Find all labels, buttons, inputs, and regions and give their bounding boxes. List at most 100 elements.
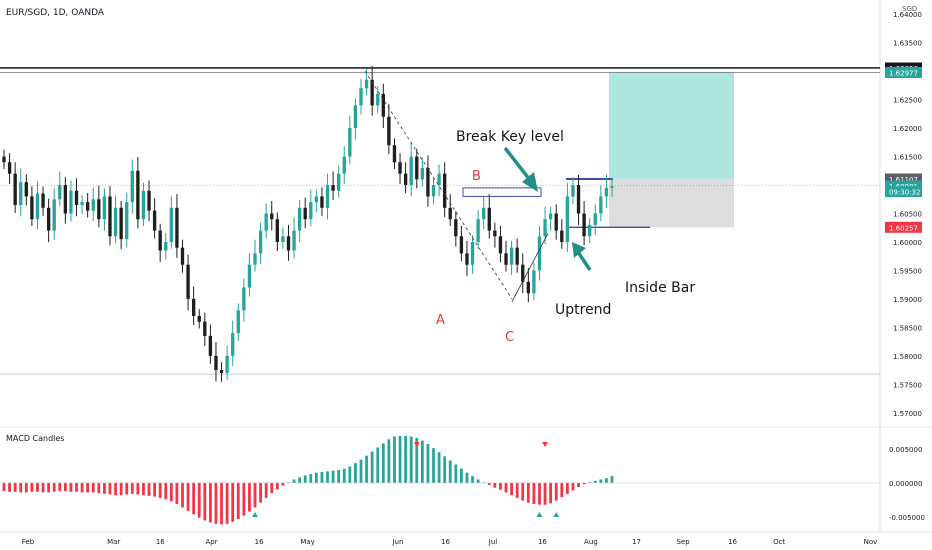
candle	[409, 142, 413, 197]
candle-body	[588, 224, 592, 237]
candle	[532, 262, 536, 301]
candle	[24, 174, 28, 206]
candle-body	[197, 315, 201, 322]
inside-bar-arrow-head	[572, 242, 586, 258]
stop-zone	[609, 178, 734, 228]
candle	[459, 226, 464, 262]
macd-pane-title: MACD Candles	[6, 434, 64, 443]
candle	[548, 206, 553, 231]
candle-body	[571, 185, 575, 197]
candle-body	[247, 264, 252, 288]
candle	[359, 79, 363, 115]
risk-reward-zones[interactable]	[609, 72, 734, 228]
candle-body	[119, 207, 123, 240]
candle	[493, 222, 497, 248]
candle-body	[353, 105, 358, 129]
candle	[270, 200, 274, 231]
price-axis-ticks: 1.64000 1.63500 1.62500 1.62000 1.61500 1.605…	[893, 11, 922, 418]
candle	[286, 224, 291, 261]
candle-body	[41, 193, 45, 208]
candle-body	[141, 190, 146, 220]
candle	[593, 204, 597, 236]
candle	[169, 196, 174, 249]
time-tick-label: Sep	[677, 538, 691, 546]
candle	[74, 178, 79, 217]
macd-tick-label: -0.005000	[889, 514, 925, 522]
price-tick-label: 1.58000	[893, 353, 922, 361]
time-tick-label: Aug	[584, 538, 598, 546]
candle-body	[180, 247, 185, 265]
candle	[125, 193, 129, 248]
candle-body	[270, 213, 274, 220]
candle	[297, 199, 302, 242]
candle	[41, 186, 45, 216]
price-badge-bg	[885, 173, 922, 185]
candle-body	[253, 253, 257, 265]
candle	[91, 187, 95, 221]
candle-body	[125, 202, 129, 240]
candle-body	[58, 185, 62, 200]
candle	[571, 177, 575, 205]
candle	[426, 155, 430, 207]
time-tick-label: Feb	[22, 538, 35, 546]
candle	[582, 200, 586, 246]
candle	[342, 146, 346, 184]
candle	[2, 149, 6, 170]
annotation-break-key-level: Break Key level	[456, 129, 564, 145]
trend-drawings[interactable]	[364, 70, 592, 302]
candle-body	[565, 196, 570, 242]
candle-body	[459, 236, 464, 254]
candle	[136, 157, 140, 229]
candle-body	[476, 219, 480, 242]
candle	[403, 162, 408, 194]
candle	[482, 196, 486, 230]
time-tick-label: Mar	[107, 538, 120, 546]
candle	[85, 193, 90, 218]
currency-label: SGD	[902, 5, 917, 13]
candle-body	[292, 230, 296, 251]
price-badges: 1.630561.629771.611071.6098109:30:321.60…	[885, 62, 922, 233]
price-badge: 1.62977	[885, 66, 922, 78]
candle-body	[169, 207, 174, 242]
price-badge-text: 1.62977	[889, 69, 918, 77]
candle	[119, 200, 123, 250]
key-level-lines[interactable]	[0, 67, 880, 375]
candle-body	[69, 190, 73, 214]
time-tick-label: 16	[538, 538, 547, 546]
candle-body	[337, 173, 341, 191]
candle-body	[164, 241, 168, 251]
chart-symbol-title: EUR/SGD, 1D, OANDA	[6, 8, 105, 18]
candle	[69, 180, 73, 222]
candle-body	[376, 93, 380, 106]
candle-body	[52, 199, 56, 231]
candle-body	[392, 145, 397, 163]
candle-body	[420, 167, 425, 180]
price-badge-bg	[885, 221, 922, 233]
time-axis-ticks: Feb Mar 16 Apr 16 May Jun 16 Jul 16 Aug 17 Sep 16 Oct N…	[22, 538, 878, 546]
annotation-inside-bar: Inside Bar	[625, 280, 695, 296]
candle	[102, 188, 107, 231]
candle-body	[465, 253, 469, 265]
candle-body	[331, 185, 335, 191]
candle	[376, 85, 380, 114]
price-badge-text: 09:30:32	[889, 189, 920, 197]
price-badge-text: 1.60257	[889, 224, 918, 232]
candle	[236, 303, 240, 342]
candle	[509, 240, 514, 275]
annotation-label-a: A	[436, 313, 445, 328]
sell-signal-arrow	[542, 442, 549, 447]
candle-body	[108, 196, 112, 237]
candle-body	[548, 213, 553, 220]
time-tick-label: 17	[632, 538, 641, 546]
candle	[35, 181, 40, 230]
price-badge-bg	[885, 186, 922, 198]
candle-body	[303, 207, 307, 220]
candle	[152, 198, 157, 239]
time-tick-label: May	[300, 538, 314, 546]
candle	[225, 345, 229, 380]
candle	[576, 174, 581, 225]
candle-body	[482, 207, 486, 220]
candle-body	[264, 213, 268, 231]
candle-body	[554, 213, 558, 231]
